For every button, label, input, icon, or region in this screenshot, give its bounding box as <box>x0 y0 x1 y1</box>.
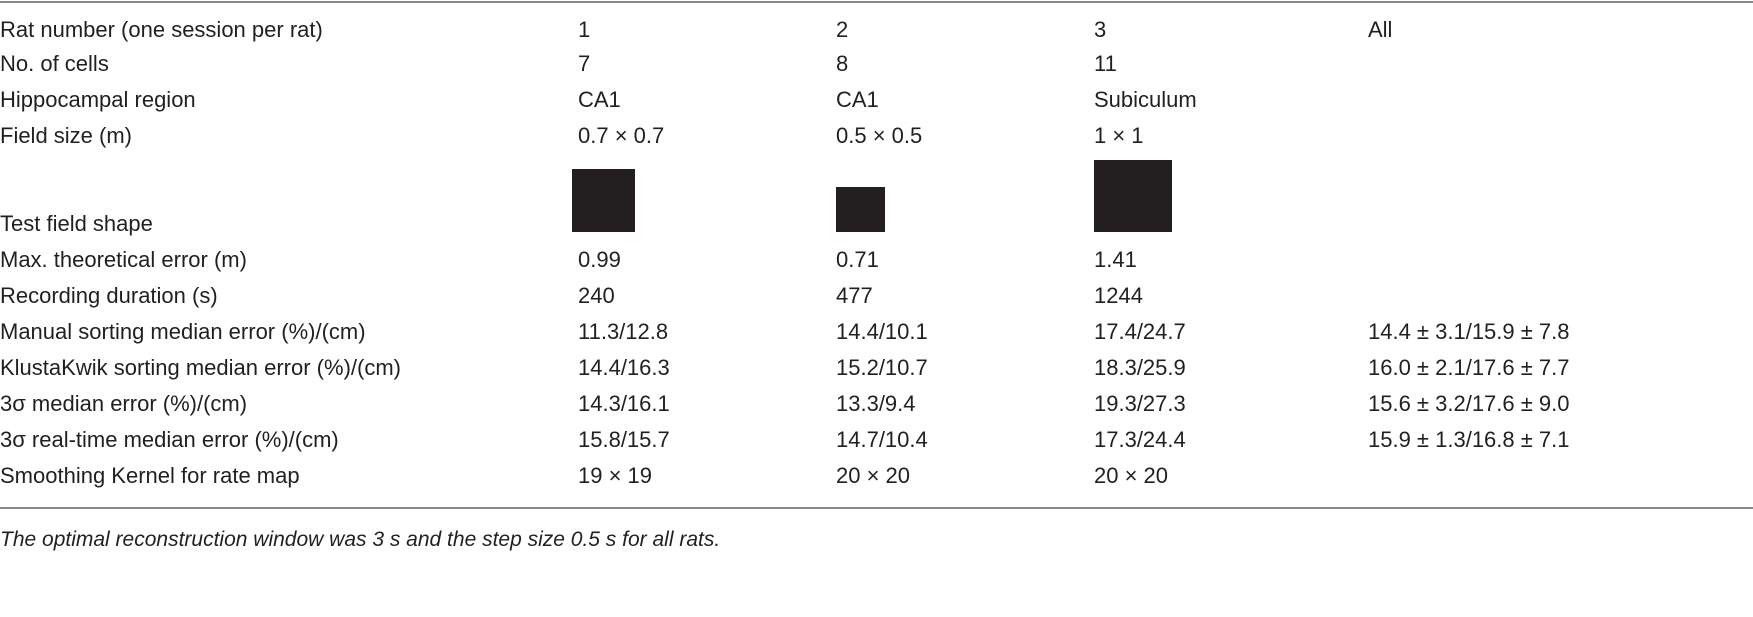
row-label: 3σ real-time median error (%)/(cm) <box>0 427 339 452</box>
cell: 19.3/27.3 <box>1094 391 1186 416</box>
cell: 19 × 19 <box>578 463 653 488</box>
cell: 1244 <box>1094 283 1143 308</box>
cell: CA1 <box>836 87 879 112</box>
cell: 14.7/10.4 <box>836 427 928 452</box>
cell: 0.99 <box>578 247 621 272</box>
cell: 14.4/16.3 <box>578 355 670 380</box>
row-label: 3σ median error (%)/(cm) <box>0 391 248 416</box>
row-label: Test field shape <box>0 211 153 236</box>
cell: 14.4/10.1 <box>836 319 928 344</box>
header-cell: 3 <box>1094 17 1107 42</box>
row-label: Field size (m) <box>0 123 133 148</box>
cell: 13.3/9.4 <box>836 391 916 416</box>
cell: 11.3/12.8 <box>578 319 669 344</box>
header-cell: All <box>1368 17 1393 42</box>
row-label: Manual sorting median error (%)/(cm) <box>0 319 366 344</box>
cell: 18.3/25.9 <box>1094 355 1186 380</box>
cell: 17.4/24.7 <box>1094 319 1186 344</box>
header-label: Rat number (one session per rat) <box>0 17 323 42</box>
top-rule <box>0 1 1753 3</box>
field-shape <box>1094 160 1172 232</box>
cell: 20 × 20 <box>1094 463 1169 488</box>
cell: 0.5 × 0.5 <box>836 123 923 148</box>
cell: 20 × 20 <box>836 463 911 488</box>
row-label: Hippocampal region <box>0 87 196 112</box>
header-cell: 2 <box>836 17 849 42</box>
cell: 7 <box>578 51 591 76</box>
cell: 15.2/10.7 <box>836 355 928 380</box>
cell: 15.6 ± 3.2/17.6 ± 9.0 <box>1368 391 1570 416</box>
row-label: Max. theoretical error (m) <box>0 247 247 272</box>
row-label: KlustaKwik sorting median error (%)/(cm) <box>0 355 401 380</box>
cell: 14.4 ± 3.1/15.9 ± 7.8 <box>1368 319 1570 344</box>
field-shape <box>836 187 885 232</box>
cell: 8 <box>836 51 849 76</box>
cell: 240 <box>578 283 615 308</box>
cell: 1.41 <box>1094 247 1137 272</box>
header-cell: 1 <box>578 17 591 42</box>
cell: 14.3/16.1 <box>578 391 670 416</box>
cell: 0.71 <box>836 247 879 272</box>
bottom-rule <box>0 507 1753 509</box>
cell: 15.8/15.7 <box>578 427 670 452</box>
row-label: Smoothing Kernel for rate map <box>0 463 300 488</box>
cell: 0.7 × 0.7 <box>578 123 665 148</box>
cell: 17.3/24.4 <box>1094 427 1186 452</box>
row-label: No. of cells <box>0 51 109 76</box>
cell: 477 <box>836 283 873 308</box>
cell: 11 <box>1094 51 1117 76</box>
cell: Subiculum <box>1094 87 1197 112</box>
cell: 16.0 ± 2.1/17.6 ± 7.7 <box>1368 355 1570 380</box>
row-label: Recording duration (s) <box>0 283 218 308</box>
cell: CA1 <box>578 87 621 112</box>
cell: 1 × 1 <box>1094 123 1144 148</box>
cell: 15.9 ± 1.3/16.8 ± 7.1 <box>1368 427 1570 452</box>
field-shape <box>572 169 635 232</box>
footnote: The optimal reconstruction window was 3 … <box>0 528 721 551</box>
